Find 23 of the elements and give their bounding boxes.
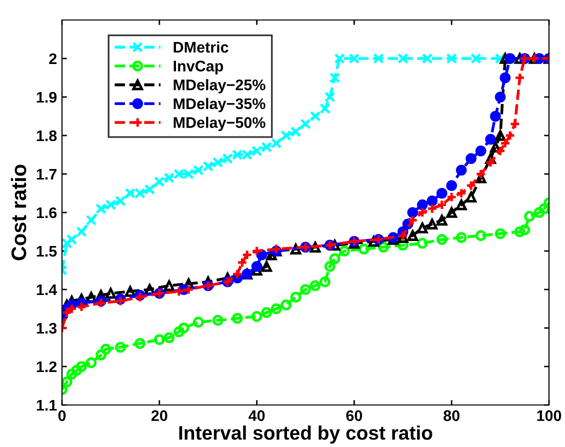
y-tick-label: 1.1 <box>36 400 57 411</box>
x-tick-label: 40 <box>248 410 265 422</box>
y-tick-label: 1.7 <box>36 169 56 180</box>
legend-label: DMetric <box>174 41 228 53</box>
y-axis-title: Cost ratio <box>10 164 26 260</box>
y-tick-label: 1.4 <box>36 284 58 296</box>
x-tick-label: 80 <box>444 410 460 422</box>
legend-label: InvCap <box>174 60 224 75</box>
legend-label: MDelay−25% <box>174 79 266 94</box>
x-axis-title: Interval sorted by cost ratio <box>179 425 432 444</box>
y-tick-label: 1.3 <box>36 322 57 334</box>
x-tick-label: 20 <box>151 410 168 422</box>
x-tick-label: 60 <box>346 410 362 422</box>
y-tick-label: 2 <box>49 53 57 64</box>
legend-label: MDelay−35% <box>174 98 266 112</box>
y-tick-label: 1.8 <box>36 130 57 142</box>
legend-label: MDelay−50% <box>174 116 266 131</box>
x-tick-label: 100 <box>537 410 562 422</box>
y-tick-label: 1.6 <box>36 207 57 218</box>
y-tick-label: 1.9 <box>36 92 57 103</box>
x-tick-label: 0 <box>58 410 66 422</box>
y-tick-label: 1.2 <box>36 361 57 372</box>
y-tick-label: 1.5 <box>36 246 57 257</box>
